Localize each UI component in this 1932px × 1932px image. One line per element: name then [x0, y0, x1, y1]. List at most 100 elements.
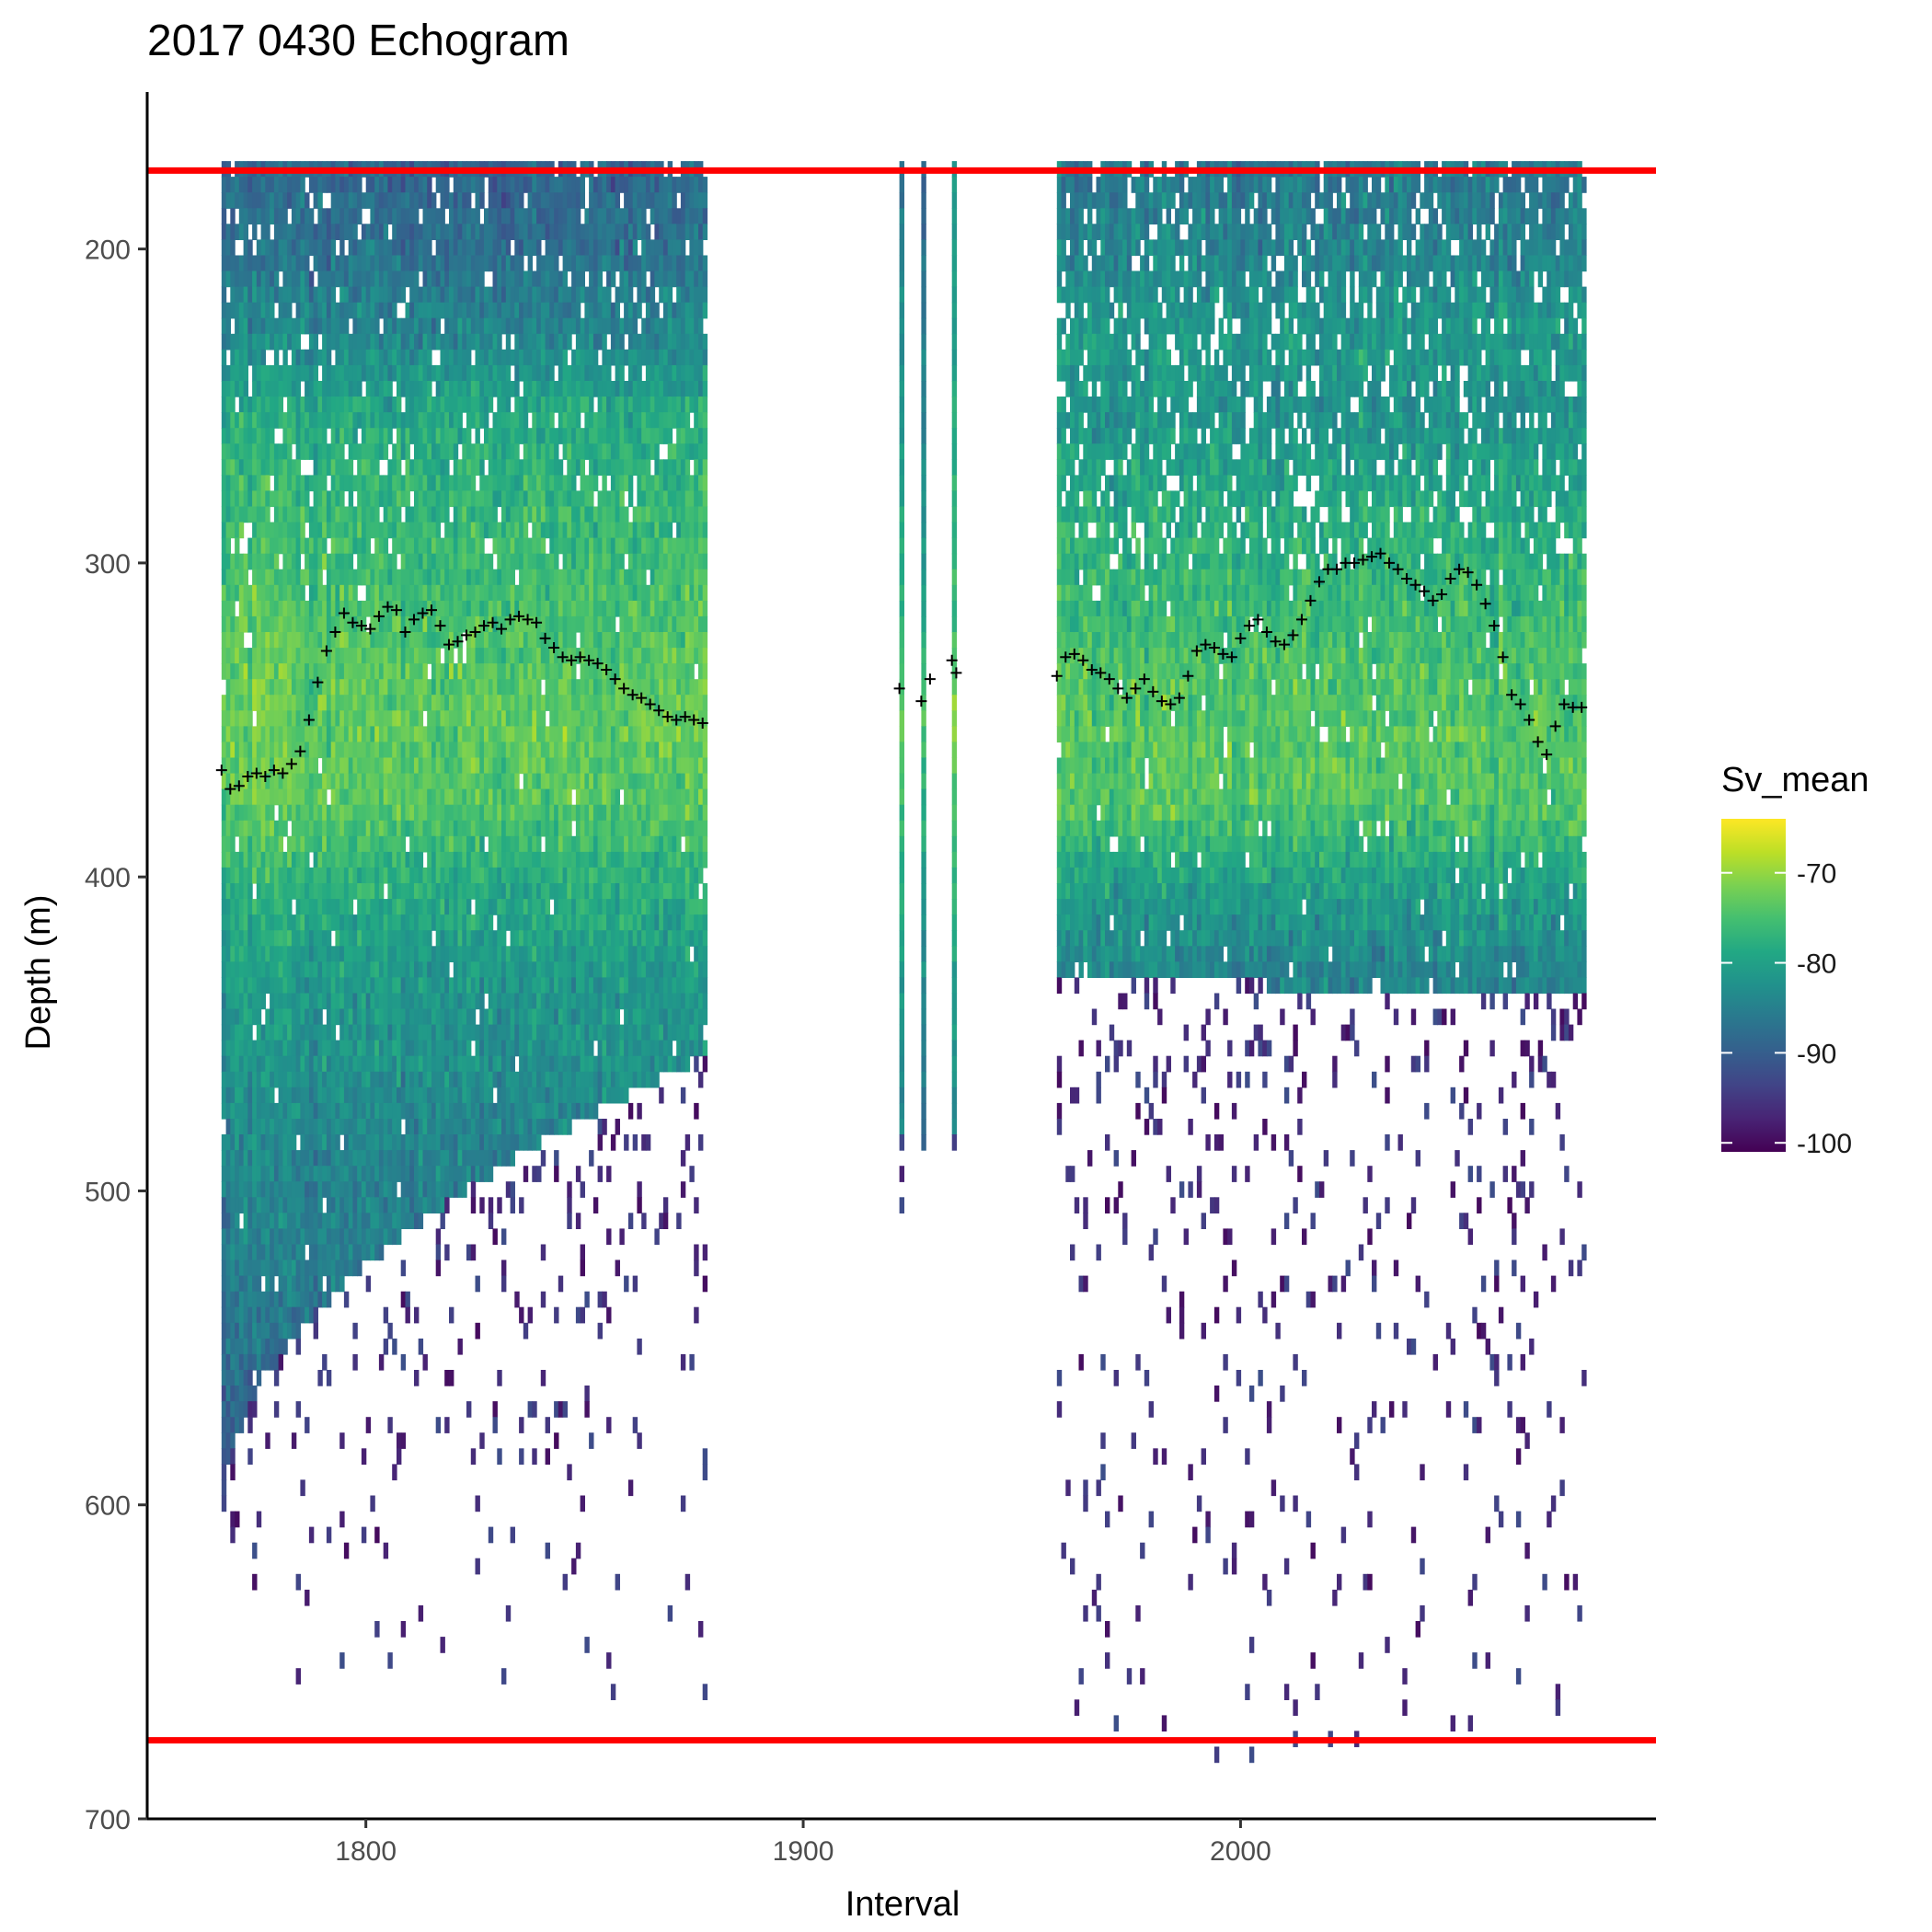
- echogram-cell: [357, 333, 362, 351]
- echogram-cell: [484, 1102, 489, 1120]
- echogram-cell: [322, 286, 328, 304]
- echogram-cell: [260, 1228, 266, 1246]
- echogram-cell: [243, 364, 248, 382]
- echogram-cell: [405, 600, 410, 617]
- echogram-cell: [361, 286, 367, 304]
- echogram-cell: [519, 239, 524, 257]
- echogram-cell: [287, 317, 293, 335]
- echogram-cell: [453, 239, 459, 257]
- echogram-cell: [397, 443, 402, 460]
- echogram-cell: [335, 192, 340, 209]
- echogram-cell: [252, 459, 258, 476]
- echogram-cell: [365, 993, 372, 1010]
- echogram-cell: [387, 1322, 393, 1340]
- echogram-cell: [449, 428, 454, 444]
- echogram-cell: [453, 615, 459, 633]
- echogram-cell: [260, 1055, 266, 1073]
- echogram-cell: [348, 615, 354, 633]
- echogram-cell: [400, 977, 407, 995]
- echogram-cell: [519, 1071, 524, 1088]
- echogram-cell: [387, 490, 393, 508]
- echogram-cell: [414, 1370, 420, 1386]
- echogram-cell: [326, 1166, 332, 1182]
- echogram-cell: [300, 788, 305, 806]
- echogram-cell: [479, 710, 485, 727]
- echogram-cell: [252, 726, 258, 743]
- echogram-cell: [378, 475, 385, 492]
- echogram-cell: [457, 1102, 463, 1120]
- echogram-cell: [348, 946, 354, 962]
- echogram-cell: [256, 584, 262, 602]
- echogram-cell: [225, 773, 231, 790]
- echogram-cell: [295, 522, 301, 539]
- echogram-cell: [409, 695, 415, 711]
- echogram-cell: [225, 804, 231, 822]
- echogram-cell: [457, 914, 463, 931]
- echogram-cell: [519, 177, 524, 193]
- echogram-cell: [457, 1338, 463, 1355]
- echogram-cell: [252, 1213, 258, 1229]
- echogram-cell: [457, 695, 463, 711]
- echogram-cell: [532, 428, 537, 444]
- echogram-cell: [374, 757, 380, 775]
- echogram-cell: [457, 1008, 463, 1026]
- echogram-cell: [387, 397, 393, 413]
- echogram-cell: [273, 820, 280, 837]
- echogram-cell: [243, 615, 248, 633]
- echogram-cell: [247, 1181, 253, 1198]
- echogram-cell: [435, 679, 442, 696]
- echogram-cell: [514, 177, 520, 193]
- echogram-cell: [330, 302, 337, 319]
- echogram-cell: [238, 883, 245, 900]
- echogram-cell: [501, 475, 507, 492]
- echogram-cell: [256, 1181, 262, 1198]
- echogram-cell: [308, 1291, 315, 1308]
- echogram-cell: [343, 397, 350, 413]
- echogram-cell: [510, 899, 515, 915]
- echogram-cell: [497, 317, 502, 335]
- echogram-cell: [235, 883, 240, 900]
- echogram-cell: [278, 1353, 283, 1371]
- echogram-cell: [348, 1134, 354, 1151]
- echogram-cell: [397, 412, 402, 429]
- echogram-cell: [361, 302, 367, 319]
- echogram-cell: [427, 224, 432, 240]
- echogram-cell: [238, 1291, 245, 1308]
- echogram-cell: [282, 412, 288, 429]
- echogram-cell: [501, 804, 507, 822]
- echogram-cell: [470, 1119, 477, 1135]
- echogram-cell: [335, 930, 340, 947]
- echogram-cell: [492, 224, 498, 240]
- echogram-cell: [230, 977, 236, 995]
- echogram-cell: [322, 757, 328, 775]
- echogram-cell: [313, 349, 318, 366]
- echogram-cell: [305, 1008, 310, 1026]
- echogram-cell: [427, 177, 432, 193]
- echogram-cell: [492, 1119, 498, 1135]
- echogram-cell: [519, 1134, 524, 1151]
- echogram-cell: [365, 553, 372, 570]
- echogram-cell: [247, 993, 253, 1010]
- echogram-cell: [501, 302, 507, 319]
- echogram-cell: [348, 742, 354, 759]
- echogram-cell: [343, 255, 350, 272]
- echogram-cell: [305, 1071, 310, 1088]
- echogram-cell: [221, 286, 227, 304]
- echogram-cell: [335, 1181, 340, 1198]
- echogram-cell: [501, 239, 507, 257]
- echogram-cell: [270, 239, 275, 257]
- echogram-cell: [523, 835, 529, 853]
- echogram-cell: [387, 553, 393, 570]
- echogram-cell: [295, 930, 301, 947]
- echogram-cell: [422, 600, 428, 617]
- echogram-cell: [225, 1055, 231, 1073]
- echogram-cell: [475, 569, 480, 586]
- echogram-cell: [497, 946, 502, 962]
- echogram-cell: [374, 1213, 380, 1229]
- echogram-cell: [335, 757, 340, 775]
- echogram-cell: [462, 475, 467, 492]
- echogram-cell: [475, 286, 480, 304]
- echogram-cell: [335, 584, 340, 602]
- echogram-cell: [422, 522, 428, 539]
- echogram-cell: [444, 490, 450, 508]
